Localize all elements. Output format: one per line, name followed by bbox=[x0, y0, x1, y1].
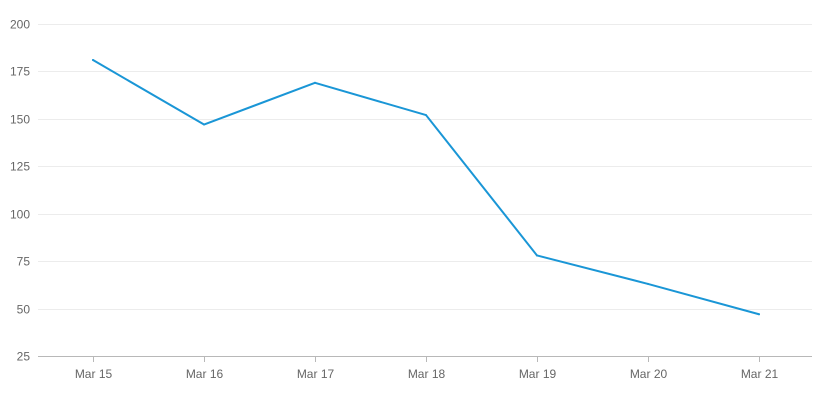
series-layer bbox=[92, 59, 760, 316]
y-tick-label: 75 bbox=[17, 255, 31, 269]
x-tick-label: Mar 17 bbox=[297, 367, 335, 381]
y-tick-label: 150 bbox=[10, 113, 30, 127]
x-tick-label: Mar 15 bbox=[75, 367, 113, 381]
y-tick-label: 25 bbox=[17, 350, 31, 364]
y-tick-label: 175 bbox=[10, 65, 30, 79]
data-point bbox=[425, 114, 427, 117]
x-tick-label: Mar 21 bbox=[741, 367, 779, 381]
data-point bbox=[92, 59, 94, 62]
x-axis-ticks: Mar 15 Mar 16 Mar 17 Mar 18 Mar 19 Mar 20 Mar … bbox=[75, 356, 779, 381]
y-axis-ticks: 200 175 150 125 100 75 50 25 bbox=[10, 18, 30, 364]
data-point bbox=[203, 123, 205, 126]
x-tick-label: Mar 19 bbox=[519, 367, 557, 381]
data-point bbox=[758, 313, 760, 316]
data-point bbox=[536, 254, 538, 257]
y-tick-label: 50 bbox=[17, 303, 31, 317]
y-tick-label: 100 bbox=[10, 208, 30, 222]
grid-lines bbox=[38, 24, 812, 310]
x-tick-label: Mar 18 bbox=[408, 367, 446, 381]
y-tick-label: 200 bbox=[10, 18, 30, 32]
data-point bbox=[314, 81, 316, 84]
x-tick-label: Mar 16 bbox=[186, 367, 224, 381]
y-tick-label: 125 bbox=[10, 160, 30, 174]
series-line bbox=[92, 59, 760, 316]
data-point bbox=[647, 282, 649, 285]
x-tick-label: Mar 20 bbox=[630, 367, 668, 381]
